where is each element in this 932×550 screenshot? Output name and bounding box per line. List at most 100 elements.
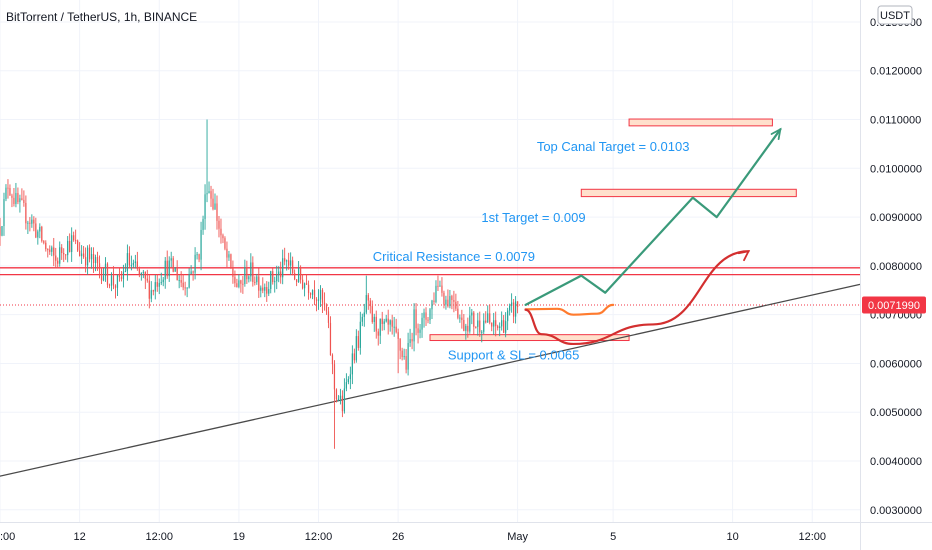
candle-body	[465, 325, 467, 331]
red-path[interactable]	[524, 250, 750, 346]
chart-title: BitTorrent / TetherUS, 1h, BINANCE	[6, 10, 197, 24]
trend-line[interactable]	[0, 283, 861, 477]
candle-body	[449, 296, 451, 307]
annotation-label[interactable]: 1st Target = 0.009	[481, 210, 585, 225]
candle-body	[313, 289, 316, 300]
candle-body	[160, 282, 162, 284]
support-zone[interactable]	[429, 334, 630, 342]
candle-body	[65, 254, 67, 256]
candle-body	[501, 320, 503, 327]
candle-body	[499, 326, 501, 328]
candle-body	[411, 339, 413, 342]
candle-body	[90, 253, 93, 260]
candle-body	[297, 267, 300, 283]
top-canal-zone[interactable]	[628, 118, 773, 127]
candle-body	[268, 289, 270, 294]
candle-body	[236, 283, 238, 287]
candle-body	[309, 292, 312, 295]
candle-body	[178, 280, 180, 282]
candle-body	[493, 320, 495, 327]
candle-body	[387, 318, 389, 325]
candle-body	[337, 398, 340, 400]
candle-body	[49, 249, 51, 252]
candle-body	[286, 260, 288, 262]
candle-body	[162, 279, 164, 283]
orange-path[interactable]	[524, 303, 615, 316]
candle-body	[385, 318, 387, 322]
candle-body	[142, 271, 144, 273]
candle-body	[84, 257, 87, 266]
candle-body	[280, 271, 282, 278]
candle-body	[307, 284, 310, 293]
candle-body	[61, 247, 63, 254]
first-target-zone[interactable]	[580, 188, 797, 198]
candle-body	[79, 250, 81, 257]
annotation-label[interactable]: Top Canal Target = 0.0103	[537, 139, 690, 154]
candle-body	[467, 325, 469, 332]
candle-body	[272, 271, 274, 282]
candle-body	[353, 353, 355, 361]
annotation-label[interactable]: Support & SL = 0.0065	[448, 348, 579, 363]
currency-badge[interactable]: USDT	[880, 10, 910, 22]
candle-body	[252, 262, 254, 282]
candle-body	[146, 278, 148, 281]
candle-body	[357, 336, 359, 348]
red-path-arrowhead	[737, 249, 751, 262]
annotation-label[interactable]: Critical Resistance = 0.0079	[373, 249, 535, 264]
candle-body	[31, 219, 33, 224]
candle-body	[186, 287, 188, 289]
candle-body	[305, 283, 308, 285]
candle-body	[174, 267, 176, 272]
candle-body	[512, 302, 515, 317]
candle-body	[477, 320, 479, 327]
candle-body	[45, 242, 47, 250]
candle-body	[319, 289, 322, 300]
candle-body	[349, 374, 351, 380]
candle-body	[204, 194, 206, 220]
candle-body	[359, 321, 361, 348]
candle-body	[260, 287, 262, 291]
candle-body	[232, 267, 234, 278]
candle-body	[81, 253, 83, 257]
candle-body	[29, 222, 31, 224]
currency-badge-box[interactable]	[877, 5, 913, 25]
candle-body	[220, 228, 222, 236]
candle-body	[170, 258, 172, 261]
candle-body	[124, 271, 127, 273]
x-tick-label: :00	[0, 531, 15, 543]
candle-body	[507, 310, 509, 322]
candle-body	[491, 322, 493, 327]
candle-body	[202, 219, 204, 230]
candle-body	[282, 258, 284, 278]
candle-body	[423, 312, 425, 318]
candle-body	[441, 285, 443, 293]
candle-body	[258, 276, 260, 291]
candle-body	[182, 282, 184, 288]
candle-body	[88, 247, 91, 260]
plot-area[interactable]	[0, 0, 860, 522]
candle-body	[122, 271, 125, 279]
candle-body	[234, 277, 236, 284]
candle-body	[214, 203, 216, 210]
candle-body	[168, 260, 170, 277]
candle-body	[511, 302, 513, 306]
green-path[interactable]	[524, 128, 782, 306]
candle-body	[256, 276, 258, 283]
candle-body	[226, 248, 228, 258]
candle-body	[244, 267, 246, 284]
candle-body	[485, 320, 487, 323]
candle-body	[138, 268, 140, 275]
candle-body	[98, 263, 101, 270]
candle-body	[425, 312, 427, 320]
candle-body	[254, 281, 256, 283]
candle-body	[409, 339, 411, 344]
candle-body	[108, 284, 111, 286]
candle-body	[118, 274, 121, 278]
candle-body	[377, 331, 379, 336]
candle-body	[278, 271, 280, 276]
candle-body	[276, 275, 278, 282]
candle-body	[172, 258, 174, 272]
candle-body	[3, 199, 5, 227]
